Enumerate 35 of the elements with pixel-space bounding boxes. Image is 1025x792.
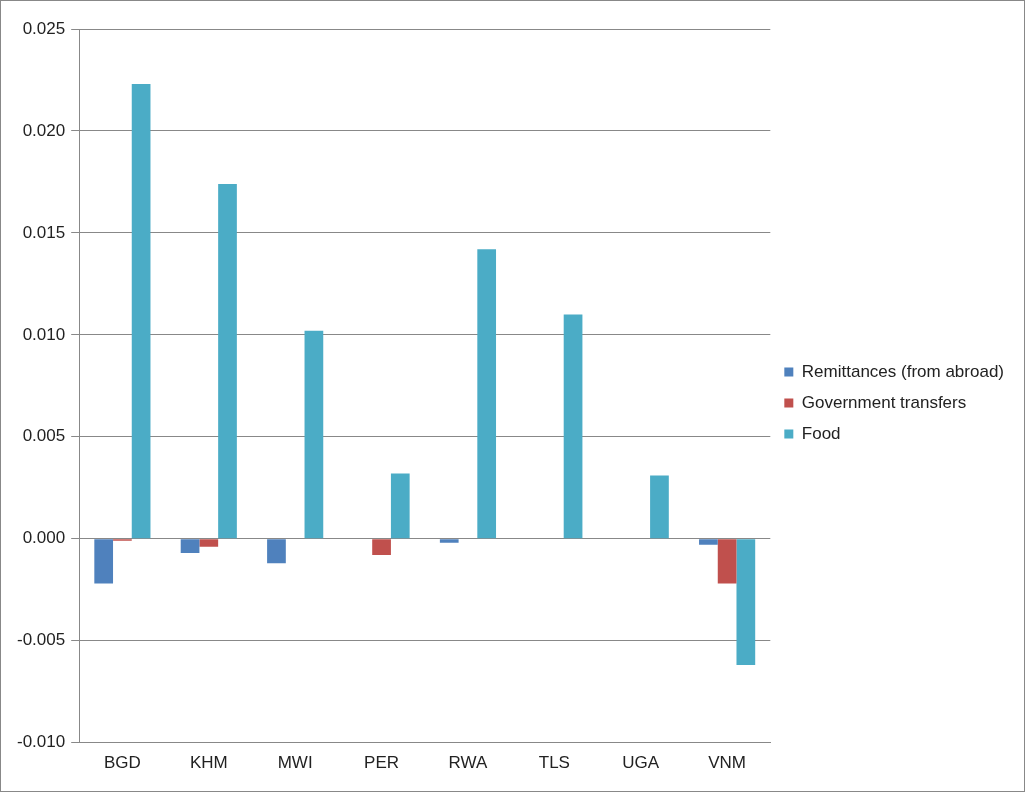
y-tick-label: 0.015	[22, 222, 66, 242]
x-tick-label: VNM	[708, 753, 747, 773]
y-tick-label: 0.025	[22, 18, 66, 38]
y-tick-label: -0.005	[17, 630, 66, 650]
bar	[563, 314, 583, 539]
x-tick-label: TLS	[538, 753, 570, 773]
bar	[699, 539, 718, 545]
bar	[439, 539, 459, 543]
x-tick-label: BGD	[103, 753, 141, 773]
bar	[267, 539, 286, 564]
x-tick-label: MWI	[277, 753, 313, 773]
legend-label: Food	[801, 423, 841, 443]
bar	[650, 475, 669, 539]
y-tick-label: 0.000	[22, 528, 66, 548]
bar	[218, 183, 237, 539]
y-tick-label: 0.005	[22, 426, 66, 446]
x-tick-label: KHM	[189, 753, 228, 773]
bar	[199, 539, 219, 547]
x-tick-label: UGA	[622, 753, 660, 773]
bar	[736, 539, 756, 666]
x-tick-label: PER	[364, 753, 400, 773]
bar	[477, 249, 497, 539]
bar	[131, 84, 151, 539]
bar	[717, 539, 737, 584]
y-tick-label: -0.010	[17, 732, 66, 752]
y-tick-label: 0.010	[22, 324, 66, 344]
bar	[304, 330, 324, 539]
bar	[372, 539, 391, 556]
legend-label: Remittances (from abroad)	[801, 361, 1005, 381]
y-tick-label: 0.020	[22, 120, 66, 140]
legend-label: Government transfers	[801, 392, 967, 412]
bar	[180, 539, 200, 553]
x-tick-label: RWA	[448, 753, 488, 773]
bar	[94, 539, 114, 584]
bar	[390, 473, 410, 539]
